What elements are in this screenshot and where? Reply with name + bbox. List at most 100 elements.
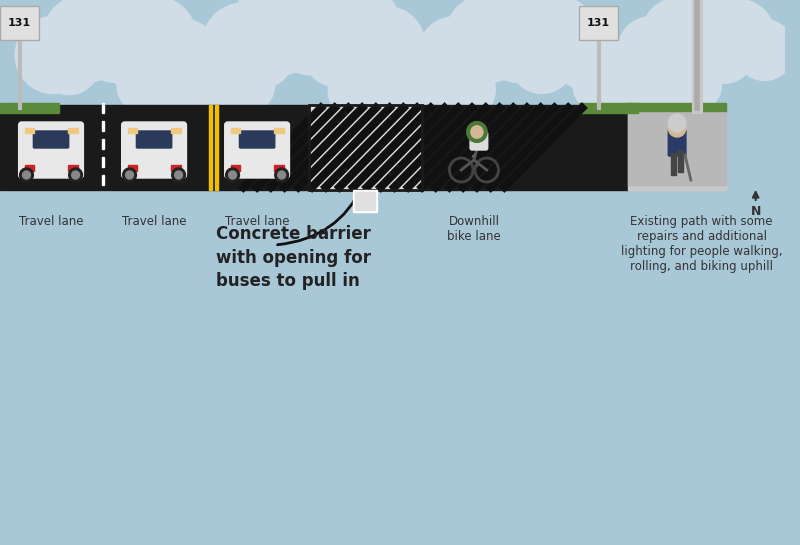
Text: Travel lane: Travel lane xyxy=(122,215,186,228)
Circle shape xyxy=(22,171,30,179)
Bar xyxy=(68,128,78,133)
Circle shape xyxy=(126,171,134,179)
Circle shape xyxy=(668,119,686,137)
Circle shape xyxy=(222,58,274,112)
Circle shape xyxy=(174,171,182,179)
Circle shape xyxy=(274,168,289,182)
Text: N: N xyxy=(750,205,761,218)
Circle shape xyxy=(665,0,749,74)
Circle shape xyxy=(15,16,90,94)
Bar xyxy=(274,165,284,171)
FancyBboxPatch shape xyxy=(235,128,278,154)
Bar xyxy=(274,128,284,133)
Circle shape xyxy=(698,26,753,83)
Circle shape xyxy=(278,171,286,179)
Circle shape xyxy=(348,72,397,123)
Circle shape xyxy=(442,33,502,95)
Circle shape xyxy=(69,168,82,182)
Bar xyxy=(628,105,726,190)
Circle shape xyxy=(226,168,239,182)
Bar xyxy=(678,150,683,172)
Circle shape xyxy=(310,0,400,72)
Bar xyxy=(102,121,104,131)
Circle shape xyxy=(593,41,655,105)
FancyBboxPatch shape xyxy=(18,122,83,178)
Circle shape xyxy=(229,171,237,179)
Bar xyxy=(170,165,181,171)
Bar xyxy=(230,165,241,171)
Circle shape xyxy=(445,0,531,82)
Bar xyxy=(102,157,104,167)
Circle shape xyxy=(150,20,219,90)
Text: Travel lane: Travel lane xyxy=(18,215,83,228)
Bar xyxy=(127,165,138,171)
Circle shape xyxy=(438,61,495,119)
Bar xyxy=(579,103,638,113)
FancyBboxPatch shape xyxy=(0,6,39,40)
Circle shape xyxy=(107,27,172,94)
Circle shape xyxy=(138,38,205,106)
Circle shape xyxy=(122,168,137,182)
Circle shape xyxy=(403,68,456,122)
Text: Travel lane: Travel lane xyxy=(225,215,290,228)
Circle shape xyxy=(231,0,326,75)
Circle shape xyxy=(117,55,175,115)
Circle shape xyxy=(553,20,622,90)
Bar xyxy=(209,105,212,190)
Circle shape xyxy=(328,58,390,122)
Bar xyxy=(215,105,218,190)
Circle shape xyxy=(114,0,197,80)
FancyBboxPatch shape xyxy=(239,131,274,148)
Bar xyxy=(25,128,34,133)
FancyBboxPatch shape xyxy=(668,130,686,156)
Circle shape xyxy=(42,0,129,82)
Circle shape xyxy=(510,27,574,94)
Circle shape xyxy=(302,15,373,87)
Circle shape xyxy=(410,43,477,111)
Bar xyxy=(309,105,422,190)
Circle shape xyxy=(638,31,690,84)
FancyBboxPatch shape xyxy=(34,131,69,148)
Text: 131: 131 xyxy=(587,18,610,28)
Circle shape xyxy=(69,0,166,82)
Circle shape xyxy=(573,57,628,113)
Bar xyxy=(628,103,726,111)
Circle shape xyxy=(668,114,686,132)
Bar xyxy=(230,128,241,133)
Bar xyxy=(0,103,59,113)
FancyBboxPatch shape xyxy=(225,122,290,178)
Bar xyxy=(170,128,181,133)
Circle shape xyxy=(640,65,687,113)
Bar xyxy=(102,139,104,149)
Circle shape xyxy=(646,43,705,104)
Bar xyxy=(628,105,726,185)
Circle shape xyxy=(135,68,182,116)
Text: Existing path with some
repairs and additional
lighting for people walking,
roll: Existing path with some repairs and addi… xyxy=(621,215,782,273)
FancyBboxPatch shape xyxy=(30,128,73,154)
FancyBboxPatch shape xyxy=(122,122,186,178)
Circle shape xyxy=(612,33,683,105)
Bar xyxy=(0,105,628,190)
Circle shape xyxy=(418,16,493,94)
Bar xyxy=(25,165,34,171)
Bar xyxy=(671,153,676,175)
Bar xyxy=(309,105,422,190)
Bar xyxy=(102,103,104,113)
Circle shape xyxy=(373,32,452,112)
Circle shape xyxy=(172,168,186,182)
Circle shape xyxy=(704,0,774,72)
Circle shape xyxy=(642,0,716,74)
Bar xyxy=(127,128,138,133)
FancyBboxPatch shape xyxy=(579,6,618,40)
Bar xyxy=(68,165,78,171)
Circle shape xyxy=(590,69,634,114)
Circle shape xyxy=(39,33,99,95)
Circle shape xyxy=(469,124,485,140)
Circle shape xyxy=(734,20,794,81)
FancyBboxPatch shape xyxy=(137,131,172,148)
Circle shape xyxy=(20,168,34,182)
Circle shape xyxy=(261,0,367,75)
Circle shape xyxy=(194,40,257,105)
Circle shape xyxy=(202,3,285,87)
Circle shape xyxy=(671,59,722,111)
